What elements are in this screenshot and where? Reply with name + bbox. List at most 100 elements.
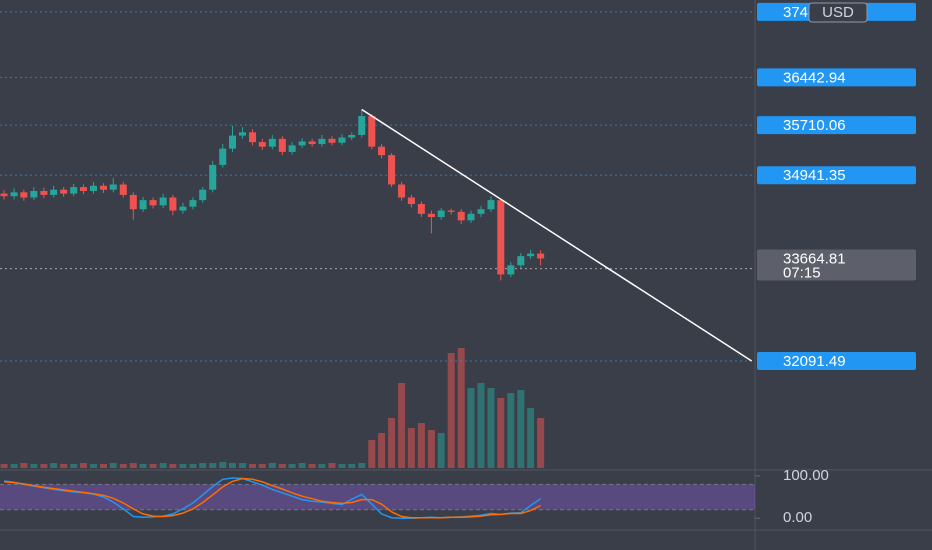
volume-bar bbox=[149, 464, 157, 468]
candle-body bbox=[427, 213, 435, 218]
last-price-label: 33664.81 bbox=[783, 250, 846, 267]
price-label-box bbox=[757, 166, 916, 185]
candle-body bbox=[139, 200, 147, 210]
candle-body bbox=[20, 192, 28, 198]
candle-body bbox=[487, 200, 495, 210]
volume-bar bbox=[338, 464, 346, 468]
price-label-box bbox=[757, 68, 916, 87]
trend-line bbox=[361, 108, 753, 362]
currency-label: USD bbox=[822, 4, 854, 21]
candle-body bbox=[338, 137, 346, 143]
candle-body bbox=[527, 253, 535, 257]
candle-body bbox=[10, 192, 18, 197]
stoch-tick-label: 0.00 bbox=[783, 509, 812, 526]
volume-bar bbox=[517, 390, 525, 468]
volume-bar bbox=[358, 463, 366, 468]
candle-body bbox=[119, 184, 127, 195]
volume-bar bbox=[99, 464, 108, 468]
last-price-box bbox=[757, 249, 916, 281]
volume-bar bbox=[288, 464, 296, 468]
candle-body bbox=[169, 197, 177, 211]
candle-body bbox=[258, 142, 266, 147]
volume-bar bbox=[229, 463, 237, 468]
candle-body bbox=[308, 141, 316, 145]
candle-body bbox=[398, 184, 406, 198]
volume-bar bbox=[328, 463, 336, 468]
volume-bar bbox=[239, 463, 247, 468]
candle-body bbox=[407, 197, 415, 205]
volume-bar bbox=[179, 464, 187, 468]
volume-bar bbox=[497, 398, 505, 468]
candle-body bbox=[348, 134, 356, 138]
candle-body bbox=[358, 116, 366, 135]
volume-bar bbox=[169, 464, 177, 468]
volume-bar bbox=[258, 464, 266, 468]
volume-bar bbox=[119, 464, 127, 468]
candle-body bbox=[477, 209, 485, 214]
countdown-label: 07:15 bbox=[783, 264, 821, 281]
volume-bar bbox=[537, 418, 545, 468]
volume-bar bbox=[308, 464, 316, 468]
candle-body bbox=[507, 265, 515, 275]
volume-bar bbox=[318, 464, 326, 468]
candle-body bbox=[79, 187, 87, 191]
candle-body bbox=[368, 116, 376, 147]
candle-body bbox=[239, 132, 247, 136]
volume-bar bbox=[139, 464, 147, 468]
volume-bar bbox=[249, 464, 257, 468]
candle-body bbox=[437, 210, 445, 218]
candle-body bbox=[50, 189, 58, 195]
volume-bar bbox=[378, 433, 386, 468]
volume-bar bbox=[527, 408, 535, 468]
candle-body bbox=[497, 200, 505, 275]
candle-body bbox=[30, 190, 38, 198]
volume-bar bbox=[467, 388, 475, 468]
volume-bar bbox=[30, 464, 38, 468]
candle-body bbox=[447, 210, 455, 212]
candle-body bbox=[199, 189, 207, 201]
candle-body bbox=[467, 213, 475, 221]
volume-bar bbox=[388, 418, 396, 468]
axis-layer: 37447.7836442.9435710.0634941.3533505.83… bbox=[757, 2, 916, 526]
candle-body bbox=[89, 185, 97, 191]
volume-bar bbox=[427, 430, 435, 468]
volume-bar bbox=[447, 353, 455, 468]
candle-body bbox=[378, 146, 386, 156]
candle-body bbox=[328, 138, 336, 143]
volume-bar bbox=[10, 464, 18, 468]
volume-bar bbox=[407, 428, 415, 468]
price-label: 32091.49 bbox=[783, 353, 846, 370]
volume-bar bbox=[79, 463, 87, 468]
candle-body bbox=[249, 132, 257, 143]
volume-bar bbox=[268, 463, 276, 468]
volume-bar bbox=[457, 348, 465, 468]
volume-bar bbox=[348, 464, 356, 468]
stoch-band bbox=[0, 484, 755, 510]
volume-bar bbox=[50, 463, 58, 468]
candle-body bbox=[70, 187, 78, 194]
volume-bar bbox=[417, 423, 425, 468]
price-label: 35710.06 bbox=[783, 117, 846, 134]
candle-body bbox=[388, 155, 396, 185]
candle-body bbox=[149, 200, 157, 206]
candle-body bbox=[457, 211, 465, 221]
volume-bar bbox=[40, 464, 48, 468]
candle-body bbox=[318, 138, 326, 145]
volume-bar bbox=[298, 463, 306, 468]
candle-body bbox=[179, 206, 187, 211]
volume-bar bbox=[199, 463, 207, 468]
candle-body bbox=[537, 253, 545, 259]
candle-body bbox=[219, 148, 227, 165]
candle-body bbox=[229, 135, 237, 149]
candle-body bbox=[517, 256, 525, 266]
price-label: 34941.35 bbox=[783, 167, 846, 184]
candle-body bbox=[298, 141, 306, 146]
candle-body bbox=[109, 184, 117, 190]
candle-body bbox=[60, 189, 68, 194]
volume-bar bbox=[109, 463, 117, 468]
candle-body bbox=[268, 138, 276, 147]
candle-body bbox=[209, 164, 217, 190]
volume-bar bbox=[219, 462, 227, 468]
candle-body bbox=[417, 204, 425, 214]
